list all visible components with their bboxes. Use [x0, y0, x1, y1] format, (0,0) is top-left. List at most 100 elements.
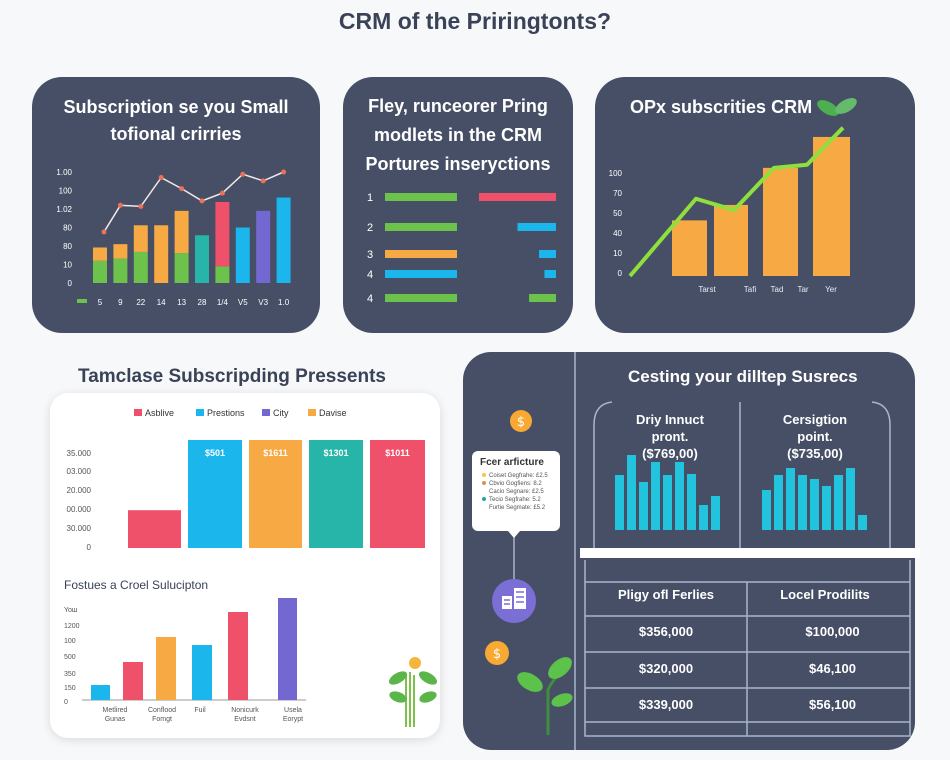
y-tick-label: 100: [59, 187, 73, 196]
panel-opx-title: OPx subscrities CRM: [630, 97, 813, 117]
bar-segment: [93, 247, 107, 261]
legend-swatch: [308, 409, 316, 416]
trend-line: [103, 171, 284, 233]
table-cell: $356,000: [638, 624, 694, 639]
subscribing-title: Tamclase Subscripding Pressents: [78, 366, 386, 387]
svg-text:$: $: [493, 647, 501, 662]
y-tick-label: 03.000: [67, 467, 92, 476]
cost-left-line: Driy Innuct: [636, 412, 704, 427]
table-cell: $320,000: [638, 661, 694, 676]
panel-subscription-title: Subscription se you Small tofional crirr…: [63, 97, 289, 144]
mini-bar: [774, 475, 783, 530]
x-tick-label: V3: [258, 298, 268, 307]
trend-point: [199, 198, 205, 204]
x-tick-label: 28: [198, 298, 207, 307]
trend-point: [158, 175, 164, 181]
y-tick-label: Yoш: [64, 607, 78, 614]
trend-point: [101, 229, 107, 235]
popup-line: Furtie Segmate: £5.2: [489, 505, 546, 511]
page-title: CRM of the Priringtonts?: [338, 8, 612, 34]
coin-icon: $: [510, 410, 532, 432]
panel-subscription: [32, 77, 320, 333]
y-tick-label: 1.00: [56, 168, 72, 177]
cost-right-label: Cersigtion point. ($735,00): [750, 411, 880, 462]
y-tick-label: 1200: [64, 623, 80, 630]
y-tick-label: 10: [63, 261, 72, 270]
bar-right: [529, 294, 556, 302]
x-tick-label: 5: [98, 298, 103, 307]
legend-label: City: [273, 408, 289, 418]
bar-segment-green: [174, 253, 189, 283]
legend-swatch: [196, 409, 204, 416]
x-tick-label: 13: [177, 298, 186, 307]
plant-icon: [517, 657, 573, 735]
bar: [192, 645, 212, 700]
panel-opx: [595, 77, 915, 333]
cost-right-line: ($735,00): [787, 446, 843, 461]
trend-point: [260, 178, 266, 184]
bar-segment: [256, 210, 271, 283]
table-header-2: Locel Prodilits: [780, 587, 870, 602]
bar: [672, 220, 707, 276]
costing-title: Cesting your dilltep Susrecs: [628, 367, 858, 386]
bar-segment: [133, 225, 148, 252]
mini-bar: [858, 515, 867, 530]
bar: [128, 510, 181, 548]
mini-bar: [699, 505, 708, 530]
y-tick-label: 70: [613, 189, 622, 198]
x-tick-label: Tad: [771, 285, 784, 294]
mini-bar: [627, 455, 636, 530]
y-tick-label: 0: [64, 699, 68, 706]
table-grid: [584, 560, 911, 737]
row-label: 2: [367, 222, 373, 234]
x-tick-label: Usela Eorypt: [283, 707, 303, 723]
trend-point: [179, 186, 185, 192]
info-popup: Fcer arficture Coiset Gegfrahe: £2.5 Cbv…: [472, 451, 560, 531]
bar-right: [479, 193, 556, 201]
bar-left: [385, 193, 457, 201]
x-tick-label: Tafi: [744, 285, 757, 294]
bar: [156, 637, 176, 700]
bar: [278, 598, 297, 700]
mini-bar: [846, 468, 855, 530]
bar-segment-green: [133, 251, 148, 283]
table-cell: $56,100: [809, 697, 856, 712]
mini-bar: [762, 490, 771, 530]
bar-segment-green: [93, 260, 107, 283]
bar-segment-green: [215, 266, 230, 283]
y-tick-label: 1.02: [56, 205, 72, 214]
popup-pointer: [508, 531, 520, 538]
y-tick-label: 500: [64, 654, 76, 661]
y-tick-label: 350: [64, 671, 76, 678]
table-header-1: Pligy ofl Ferlies: [617, 587, 715, 602]
y-tick-label: 00.000: [67, 505, 92, 514]
popup-line: Cbvio Gogfiens: 8.2: [482, 480, 560, 488]
trend-point: [240, 171, 246, 177]
bar-segment: [195, 235, 209, 283]
y-tick-label: 50: [613, 209, 622, 218]
cost-right-line: point.: [797, 429, 833, 444]
x-tick-label: 14: [157, 298, 166, 307]
bar: [249, 440, 302, 548]
popup-line: Cacio Segnare: £2.5: [489, 489, 544, 495]
row-label: 3: [367, 249, 373, 261]
x-tick-label: Nonicurk Evdsnt: [231, 707, 259, 723]
bar-left: [385, 250, 457, 258]
panel-pricing-title: Fley, runceorer Pring modlets in the CRM…: [365, 96, 551, 174]
cost-left-line: ($769,00): [642, 446, 698, 461]
bar-right: [544, 270, 556, 278]
y-tick-label: 20.000: [67, 486, 92, 495]
legend-swatch: [77, 299, 87, 303]
data-label: $501: [205, 448, 225, 458]
popup-title: Fcer arficture: [480, 457, 544, 468]
bar-right: [539, 250, 556, 258]
x-tick-label: Tarst: [698, 285, 716, 294]
y-tick-label: 35.000: [67, 449, 92, 458]
y-tick-label: 80: [63, 224, 72, 233]
bar-left: [385, 223, 457, 231]
bar: [228, 612, 248, 700]
x-tick-label: 1.0: [278, 298, 290, 307]
legend-label: Davise: [319, 408, 347, 418]
trend-point: [219, 190, 225, 196]
